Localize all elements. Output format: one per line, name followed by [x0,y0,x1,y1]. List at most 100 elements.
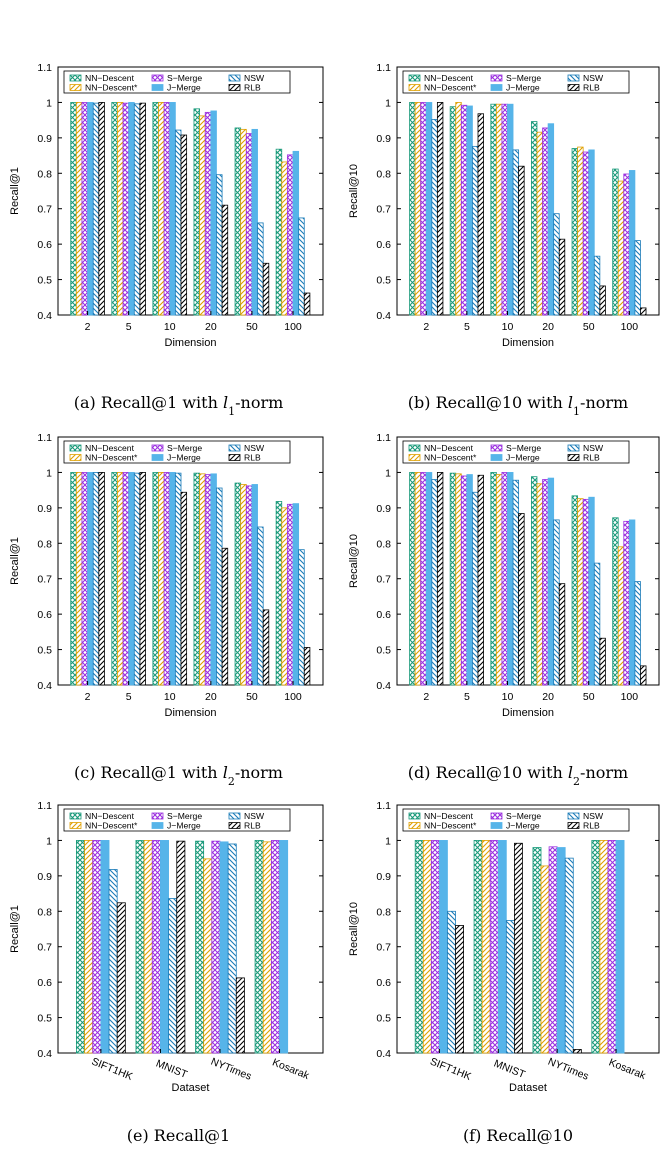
bar [298,549,305,686]
bar [497,840,507,1054]
y-axis-label: Recall@10 [348,164,360,218]
bar [588,149,595,316]
y-tick-label: 0.4 [37,310,52,322]
bar [281,507,288,686]
bar [87,102,94,316]
bar [193,108,200,316]
legend-swatch [69,74,82,82]
x-tick-label: 2 [85,321,91,333]
caption-c: (c) Recall@1 with l2-norm [74,763,283,788]
legend-swatch [151,74,164,82]
legend-label: S−Merge [506,443,541,453]
bar [292,503,300,686]
legend-swatch [69,822,82,829]
x-axis-label: Dimension [502,707,554,719]
bar [174,472,182,686]
legend-swatch [490,454,503,461]
bar [210,110,217,316]
bar [87,472,94,686]
bar [128,472,135,686]
bar [599,840,609,1054]
bar [532,847,542,1054]
y-tick-label: 0.9 [37,133,52,145]
y-tick-label: 0.7 [376,942,391,954]
chart-b: 0.4 0.5 0.6 0.7 0.8 0.9 1 1.1 Recall@10 2 5 10 20 50 1… [348,62,660,418]
bar [536,483,543,686]
bar [139,102,146,316]
legend-swatch [151,812,164,820]
bar [518,513,525,686]
bar [414,102,422,316]
y-tick-label: 0.9 [376,871,391,883]
y-tick-label: 0.8 [37,538,52,550]
bar [495,103,503,316]
chart-c: 0.4 0.5 0.6 0.7 0.8 0.9 1 1.1 Recall@1 2 5 10 20 50 10… [9,432,324,788]
bar [254,840,264,1054]
y-axis-label: Recall@10 [348,902,360,956]
y-tick-label: 0.8 [37,168,52,180]
y-tick-label: 0.8 [376,906,391,918]
y-tick-label: 0.4 [376,310,391,322]
legend-label: NN−Descent* [85,821,138,831]
y-tick-label: 0.6 [376,609,391,621]
bar [564,857,574,1054]
legend-label: NN−Descent [424,811,474,821]
caption-a: (a) Recall@1 with l1-norm [74,393,284,418]
y-tick-label: 0.7 [37,942,52,954]
bar [281,161,288,316]
bar [582,151,590,316]
legend-swatch [151,454,164,461]
legend-swatch [228,84,241,91]
legend-swatch [69,812,82,820]
bar [98,472,105,686]
bar [139,472,146,686]
y-tick-label: 0.7 [37,574,52,586]
legend-swatch [228,812,241,820]
bar [542,479,549,686]
bar [553,519,560,686]
y-tick-label: 0.9 [376,503,391,515]
bar [490,472,497,686]
bar [425,472,433,686]
plot-frame [396,804,660,1054]
bar [558,238,566,316]
y-tick-label: 0.5 [37,1013,52,1025]
bar [111,472,118,686]
x-tick-label: 20 [542,691,554,703]
legend-swatch [408,84,421,91]
plot-frame [57,436,324,686]
bar [547,123,555,316]
x-tick-label: SIFT1HK [90,1056,135,1083]
bar [122,472,130,686]
x-tick-label: 50 [583,321,595,333]
bar [169,102,176,316]
legend-swatch [228,444,241,452]
x-axis-label: Dimension [502,337,554,349]
bar [216,174,223,316]
bar [240,484,247,686]
bar [607,840,617,1054]
bar [507,103,514,316]
legend-swatch [408,444,421,452]
y-tick-label: 1 [385,467,391,479]
bar [409,472,416,686]
bar [431,479,438,686]
legend-label: J−Merge [506,83,540,93]
x-tick-label: 20 [205,321,217,333]
bar [251,128,258,316]
bar [477,113,484,316]
bar [75,472,83,686]
bar [455,473,462,686]
legend-swatch [408,812,421,820]
bar [92,840,102,1054]
y-tick-label: 0.5 [37,275,52,287]
legend-label: NSW [583,811,604,821]
legend-label: NSW [583,443,604,453]
y-tick-label: 0.9 [376,133,391,145]
bar [235,977,245,1054]
bar [599,637,606,686]
bar [577,498,584,686]
bar [409,102,416,316]
legend-label: RLB [244,821,261,831]
bar [623,520,630,686]
